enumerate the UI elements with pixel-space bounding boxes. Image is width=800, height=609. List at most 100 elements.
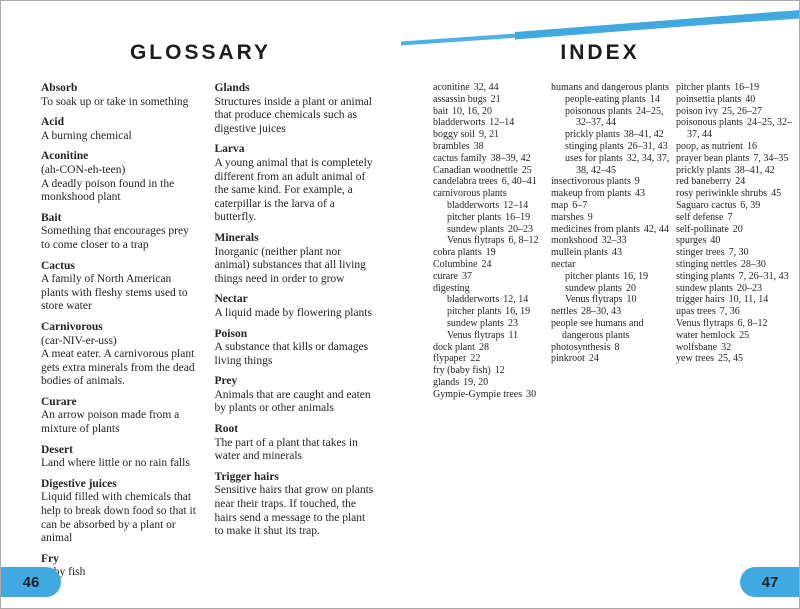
glossary-term: Minerals bbox=[214, 231, 259, 244]
glossary-entry: Curare An arrow poison made from a mixtur… bbox=[41, 396, 201, 437]
index-entry-pages: 23 bbox=[507, 317, 518, 329]
index-entry-pages: 24 bbox=[588, 353, 599, 365]
index-entry: insectivorous plants 9 bbox=[551, 176, 640, 188]
index-entry: upas trees 7, 36 bbox=[676, 306, 740, 318]
index-entry-pages: 6–7 bbox=[572, 199, 588, 211]
index-column: humans and dangerous plants people-eating… bbox=[551, 82, 671, 401]
index-entry: rosy periwinkle shrubs 45 bbox=[676, 188, 782, 200]
index-entry: red baneberry 24 bbox=[676, 176, 746, 188]
index-entry-pages: 38–41, 42 bbox=[734, 164, 775, 176]
index-entry-pages: 16 bbox=[746, 140, 757, 152]
glossary-entry: Absorb To soak up or take in something bbox=[41, 82, 201, 109]
index-entry-pages: 11 bbox=[508, 329, 519, 341]
glossary-term: Fry bbox=[41, 552, 59, 565]
index-entry-pages: 6, 40–41 bbox=[501, 176, 537, 188]
index-entry-pages: 20–23 bbox=[507, 223, 533, 235]
glossary-definition: Animals that are caught and eaten by pla… bbox=[214, 388, 371, 415]
index-entry-pages: 7, 36 bbox=[719, 306, 740, 318]
index-entry: nectar bbox=[551, 258, 576, 270]
glossary-entry: Minerals Inorganic (neither plant nor ani… bbox=[215, 232, 375, 286]
index-entry-pages: 22 bbox=[470, 353, 481, 365]
glossary-definition: Inorganic (neither plant nor animal) sub… bbox=[214, 245, 366, 285]
glossary-entry: Nectar A liquid made by flowering plants bbox=[215, 293, 375, 320]
index-entry: mullein plants 43 bbox=[551, 247, 622, 259]
index-entry-pages: 20 bbox=[625, 282, 636, 294]
index-entry: poinsettia plants 40 bbox=[676, 93, 756, 105]
glossary-column: Glands Structures inside a plant or anima… bbox=[215, 82, 375, 587]
index-entry-pages: 19, 20 bbox=[463, 376, 489, 388]
index-entry-pages: 12, 14 bbox=[503, 294, 529, 306]
index-entry-pages: 43 bbox=[611, 247, 622, 259]
glossary-term: Cactus bbox=[41, 259, 75, 272]
glossary-term: Digestive juices bbox=[41, 477, 117, 490]
index-entry: photosynthesis 8 bbox=[551, 341, 620, 353]
index-entry-pages: 9, 21 bbox=[478, 129, 499, 141]
index-entry-pages: 14 bbox=[649, 93, 660, 105]
glossary-definition: A young animal that is completely differ… bbox=[214, 156, 373, 224]
glossary-definition: (car-NIV-er-uss) A meat eater. A carnivo… bbox=[41, 334, 195, 388]
glossary-definition: The part of a plant that takes in water … bbox=[214, 436, 358, 463]
index-entry: prickly plants 38–41, 42 bbox=[676, 164, 775, 176]
index-entry-pages: 24–25, 32–37, 44 bbox=[576, 105, 664, 129]
index-entry: poisonous plants 24–25, 32–37, 44 bbox=[676, 117, 792, 141]
glossary-term: Curare bbox=[41, 395, 77, 408]
index-entry-pages: 10 bbox=[626, 294, 637, 306]
index-entry-pages: 12–14 bbox=[489, 117, 515, 129]
index-entry: carnivorous plants bbox=[433, 188, 507, 200]
glossary-definition: (ah-CON-eh-teen) A deadly poison found i… bbox=[41, 163, 175, 204]
glossary-term: Prey bbox=[214, 375, 238, 388]
index-entry: Venus flytraps 11 bbox=[447, 329, 519, 341]
index-entry: self-pollinate 20 bbox=[676, 223, 743, 235]
index-entry-pages: 25 bbox=[521, 164, 532, 176]
index-entry-pages: 43 bbox=[634, 188, 645, 200]
glossary-term: Absorb bbox=[41, 82, 78, 94]
index-entry: Gympie-Gympie trees 30 bbox=[433, 388, 537, 400]
index-entry-pages: 19 bbox=[485, 247, 496, 259]
index-entry: boggy soil 9, 21 bbox=[433, 129, 499, 141]
index-entry: medicines from plants 42, 44 bbox=[551, 223, 669, 235]
glossary-entry: Acid A burning chemical bbox=[41, 116, 201, 143]
index-entry: pitcher plants 16, 19 bbox=[447, 306, 531, 318]
glossary-definition: A liquid made by flowering plants bbox=[214, 306, 372, 319]
index-entry: dock plant 28 bbox=[433, 341, 489, 353]
index-entry-pages: 26–31, 43 bbox=[627, 140, 668, 152]
index-entry-pages: 16, 19 bbox=[505, 306, 531, 318]
glossary-term: Larva bbox=[214, 143, 245, 156]
index-entry-pages: 9 bbox=[634, 176, 640, 188]
index-entry-pages: 28–30 bbox=[740, 258, 766, 270]
glossary-definition: Structures inside a plant or animal that… bbox=[214, 95, 372, 135]
index-entry-pages: 20 bbox=[732, 223, 743, 235]
glossary-entry: Digestive juices Liquid filled with chemi… bbox=[41, 478, 201, 546]
glossary-definition: To soak up or take in something bbox=[41, 95, 189, 108]
index-entry: bladderworts 12–14 bbox=[433, 117, 515, 129]
index-entry-pages: 7 bbox=[727, 211, 733, 223]
glossary-entry: Carnivorous (car-NIV-er-uss) A meat eater… bbox=[41, 321, 201, 389]
index-entry-pages: 37 bbox=[461, 270, 472, 282]
index-entry: brambles 38 bbox=[433, 140, 484, 152]
index-entry-pages: 24–25, 32–37, 44 bbox=[687, 117, 792, 141]
glossary-definition: Liquid filled with chemicals that help t… bbox=[41, 491, 196, 545]
index-entry: self defense 7 bbox=[676, 211, 733, 223]
index-entry-pages: 42, 44 bbox=[643, 223, 669, 235]
index-entry-pages: 32 bbox=[721, 341, 732, 353]
glossary-entry: Aconitine (ah-CON-eh-teen) A deadly poiso… bbox=[41, 150, 201, 204]
index-entry: prickly plants 38–41, 42 bbox=[565, 129, 664, 141]
index-entry: sundew plants 20–23 bbox=[676, 282, 762, 294]
index-entry: aconitine 32, 44 bbox=[433, 82, 499, 93]
index-entry: Canadian woodnettle 25 bbox=[433, 164, 532, 176]
index-entry-pages: 10, 11, 14 bbox=[728, 294, 769, 306]
index-entry: marshes 9 bbox=[551, 211, 593, 223]
index-entry: pinkroot 24 bbox=[551, 353, 599, 365]
glossary-term: Nectar bbox=[214, 293, 248, 306]
index-page: INDEX aconitine 32, 44 assassin bugs 21 bait… bbox=[400, 1, 799, 608]
glossary-term: Desert bbox=[41, 443, 73, 456]
index-entry: people-eating plants 14 bbox=[565, 93, 660, 105]
index-entry-pages: 28 bbox=[478, 341, 489, 353]
index-entry-pages: 24 bbox=[735, 176, 746, 188]
index-entry: Venus flytraps 10 bbox=[565, 294, 637, 306]
glossary-definition: Land where little or no rain falls bbox=[41, 457, 190, 470]
glossary-definition: A burning chemical bbox=[41, 129, 132, 142]
index-entry: humans and dangerous plants bbox=[551, 82, 670, 93]
glossary-term: Bait bbox=[41, 211, 62, 224]
glossary-page: GLOSSARY Absorb To soak up or take in som… bbox=[1, 1, 400, 608]
